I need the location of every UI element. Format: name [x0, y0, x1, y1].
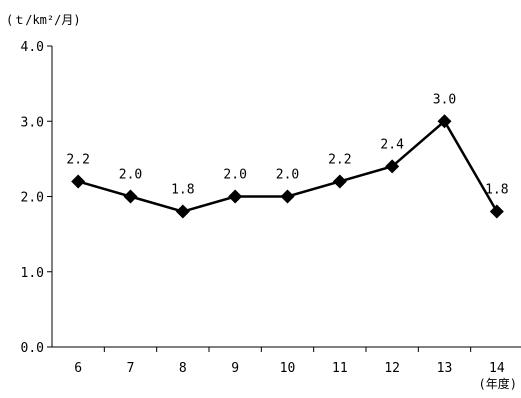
data-label: 2.4	[380, 137, 404, 152]
data-point-marker	[228, 189, 243, 204]
x-tick-label: 14	[489, 361, 505, 376]
y-tick-label: 0.0	[21, 341, 44, 356]
y-axis-ticks: 0.0 1.0 2.0 3.0 4.0	[21, 40, 52, 356]
data-label: 3.0	[433, 92, 456, 107]
y-tick-label: 2.0	[21, 191, 44, 206]
x-tick-label: 8	[179, 361, 187, 376]
data-label: 2.2	[328, 152, 351, 167]
data-point-marker	[280, 189, 295, 204]
data-label: 2.0	[119, 168, 142, 183]
x-tick-label: 6	[74, 361, 82, 376]
x-tick-label: 13	[437, 361, 453, 376]
y-tick-label: 1.0	[21, 266, 44, 281]
data-point-marker	[437, 114, 452, 129]
y-tick-label: 3.0	[21, 115, 44, 130]
data-point-marker	[385, 159, 400, 174]
x-tick-label: 12	[384, 361, 400, 376]
y-tick-label: 4.0	[21, 40, 44, 55]
data-point-marker	[175, 204, 190, 219]
data-point-marker	[332, 174, 347, 189]
x-tick-label: 11	[332, 361, 348, 376]
y-axis-unit-label: (ｔ/km²/月)	[6, 13, 81, 27]
data-label: 2.0	[223, 168, 246, 183]
series-group: 2.2 2.0 1.8 2.0 2.0 2.2 2.4 3.0 1.8	[66, 92, 509, 219]
data-point-marker	[71, 174, 86, 189]
x-tick-label: 9	[231, 361, 239, 376]
data-label: 2.0	[276, 168, 299, 183]
data-point-marker	[489, 204, 504, 219]
data-label: 1.8	[485, 183, 508, 198]
data-label: 2.2	[66, 152, 89, 167]
x-axis-unit-label: (年度)	[479, 376, 517, 391]
data-point-marker	[123, 189, 138, 204]
x-axis-ticks: 6 7 8 9 10 11 12 13 14	[74, 347, 505, 376]
data-label: 1.8	[171, 183, 194, 198]
x-tick-label: 7	[127, 361, 135, 376]
x-tick-label: 10	[280, 361, 296, 376]
